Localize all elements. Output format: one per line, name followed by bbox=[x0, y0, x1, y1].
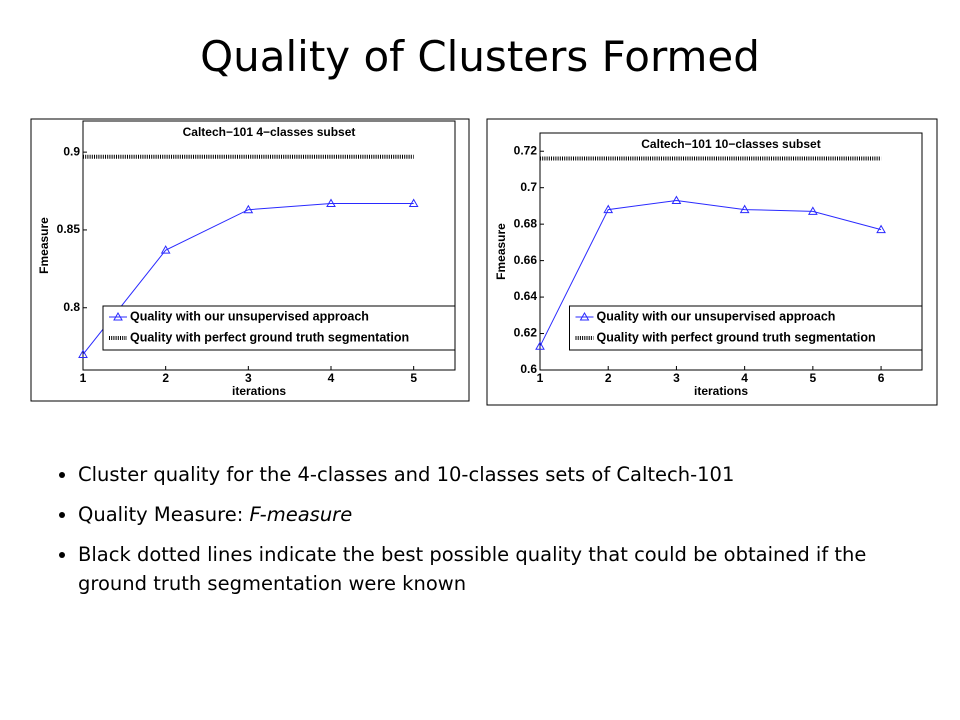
y-tick-label: 0.9 bbox=[63, 144, 80, 158]
y-tick-label: 0.6 bbox=[520, 362, 537, 376]
image-border bbox=[486, 118, 938, 406]
plot-frame bbox=[539, 132, 923, 371]
x-tick-label: 6 bbox=[878, 371, 885, 385]
marker bbox=[671, 195, 682, 204]
x-tick-label: 3 bbox=[673, 371, 680, 385]
x-tick-label: 1 bbox=[537, 371, 544, 385]
y-tick-label: 0.72 bbox=[514, 143, 538, 157]
y-tick-label: 0.68 bbox=[514, 216, 538, 230]
chart-title: Caltech−101 4−classes subset bbox=[183, 125, 356, 139]
x-tick-label: 1 bbox=[80, 371, 87, 385]
y-tick-label: 0.62 bbox=[514, 326, 538, 340]
charts: Caltech−101 4−classes subset iterations Fm… bbox=[30, 118, 938, 406]
legend-marker bbox=[579, 311, 590, 321]
x-axis-label: iterations bbox=[694, 384, 748, 398]
bullet-text: Quality Measure: bbox=[78, 503, 250, 526]
x-tick-label: 4 bbox=[741, 371, 748, 385]
bullet-emphasis: F-measure bbox=[249, 503, 353, 526]
legend-label: Quality with our unsupervised approach bbox=[597, 309, 836, 323]
marker bbox=[326, 198, 336, 207]
legend-box bbox=[569, 305, 923, 351]
y-axis-label: Fmeasure bbox=[494, 223, 508, 280]
y-tick-label: 0.8 bbox=[63, 300, 80, 314]
x-tick-label: 5 bbox=[410, 371, 417, 385]
legend-label: Quality with perfect ground truth segmen… bbox=[597, 330, 876, 344]
y-tick-label: 0.7 bbox=[520, 180, 537, 194]
x-tick-label: 5 bbox=[810, 371, 817, 385]
marker bbox=[78, 349, 88, 358]
legend-box bbox=[102, 305, 456, 351]
plot-frame bbox=[82, 120, 456, 371]
x-tick-label: 3 bbox=[245, 371, 252, 385]
marker bbox=[408, 198, 419, 207]
x-tick-label: 2 bbox=[162, 371, 169, 385]
series-line bbox=[539, 199, 882, 347]
chart-title: Caltech−101 10−classes subset bbox=[641, 137, 820, 151]
marker bbox=[160, 245, 171, 254]
y-axis-label: Fmeasure bbox=[37, 217, 51, 274]
legend-marker bbox=[113, 311, 123, 321]
x-axis-label: iterations bbox=[232, 384, 286, 398]
bullet: Black dotted lines indicate the best pos… bbox=[78, 540, 938, 598]
image-border bbox=[30, 118, 470, 402]
bullet: Cluster quality for the 4-classes and 10… bbox=[78, 460, 938, 489]
x-tick-label: 2 bbox=[605, 371, 612, 385]
legend-label: Quality with perfect ground truth segmen… bbox=[130, 330, 409, 344]
marker bbox=[876, 224, 886, 234]
y-tick-label: 0.66 bbox=[514, 253, 538, 267]
bullet: Quality Measure: F-measure bbox=[78, 500, 938, 529]
y-tick-label: 0.85 bbox=[57, 222, 81, 236]
marker bbox=[603, 204, 614, 214]
slide-title: Quality of Clusters Formed bbox=[200, 32, 760, 81]
marker bbox=[243, 204, 254, 214]
x-tick-label: 4 bbox=[328, 371, 335, 385]
marker bbox=[807, 206, 818, 215]
y-tick-label: 0.64 bbox=[514, 289, 538, 303]
legend-label: Quality with our unsupervised approach bbox=[130, 309, 369, 323]
marker bbox=[535, 341, 545, 350]
series-line bbox=[82, 202, 414, 355]
marker bbox=[739, 204, 750, 214]
bullet-list: Cluster quality for the 4-classes and 10… bbox=[56, 460, 938, 609]
